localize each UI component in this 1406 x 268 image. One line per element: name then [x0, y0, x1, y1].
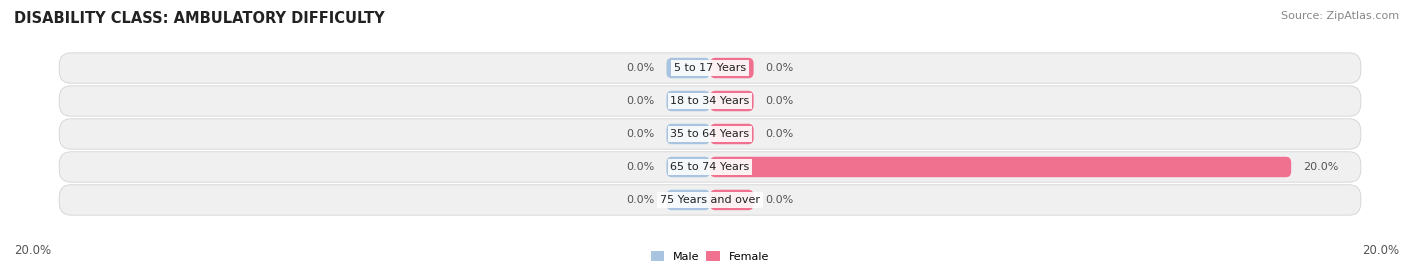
Text: 0.0%: 0.0%	[765, 129, 793, 139]
Text: 0.0%: 0.0%	[627, 96, 655, 106]
FancyBboxPatch shape	[59, 119, 1361, 149]
Text: 20.0%: 20.0%	[14, 244, 51, 257]
Text: 5 to 17 Years: 5 to 17 Years	[673, 63, 747, 73]
Text: 0.0%: 0.0%	[627, 63, 655, 73]
FancyBboxPatch shape	[666, 58, 710, 78]
Text: 75 Years and over: 75 Years and over	[659, 195, 761, 205]
FancyBboxPatch shape	[710, 190, 754, 210]
FancyBboxPatch shape	[666, 190, 710, 210]
FancyBboxPatch shape	[59, 185, 1361, 215]
Text: 65 to 74 Years: 65 to 74 Years	[671, 162, 749, 172]
FancyBboxPatch shape	[59, 152, 1361, 182]
Text: 35 to 64 Years: 35 to 64 Years	[671, 129, 749, 139]
Text: DISABILITY CLASS: AMBULATORY DIFFICULTY: DISABILITY CLASS: AMBULATORY DIFFICULTY	[14, 11, 385, 26]
Text: 0.0%: 0.0%	[627, 162, 655, 172]
Text: 0.0%: 0.0%	[765, 63, 793, 73]
FancyBboxPatch shape	[59, 53, 1361, 83]
FancyBboxPatch shape	[710, 91, 754, 111]
Text: Source: ZipAtlas.com: Source: ZipAtlas.com	[1281, 11, 1399, 21]
FancyBboxPatch shape	[710, 58, 754, 78]
Text: 0.0%: 0.0%	[765, 195, 793, 205]
FancyBboxPatch shape	[666, 91, 710, 111]
Text: 0.0%: 0.0%	[765, 96, 793, 106]
Text: 20.0%: 20.0%	[1303, 162, 1339, 172]
Text: 0.0%: 0.0%	[627, 129, 655, 139]
FancyBboxPatch shape	[710, 157, 1291, 177]
FancyBboxPatch shape	[666, 124, 710, 144]
FancyBboxPatch shape	[59, 86, 1361, 116]
FancyBboxPatch shape	[710, 124, 754, 144]
Text: 0.0%: 0.0%	[627, 195, 655, 205]
Text: 20.0%: 20.0%	[1362, 244, 1399, 257]
Legend: Male, Female: Male, Female	[651, 251, 769, 262]
Text: 18 to 34 Years: 18 to 34 Years	[671, 96, 749, 106]
FancyBboxPatch shape	[666, 157, 710, 177]
